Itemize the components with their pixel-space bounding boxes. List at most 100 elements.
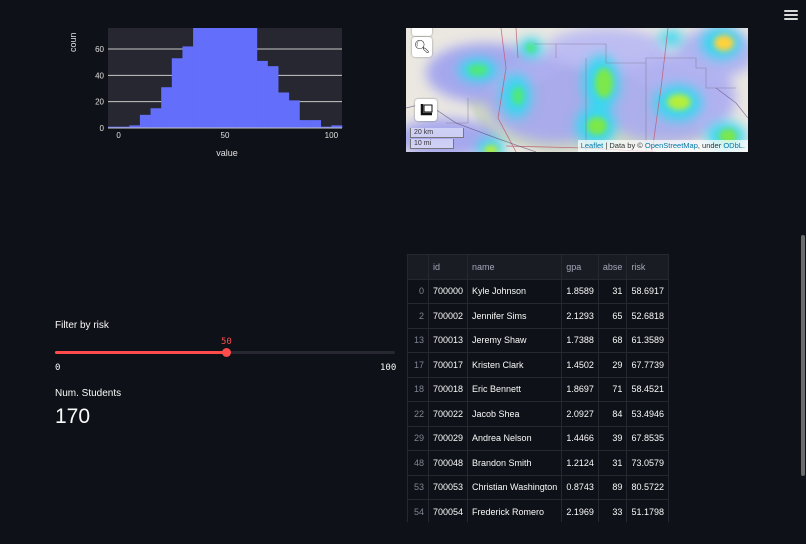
cell-risk[interactable]: 67.8535 xyxy=(626,425,669,451)
map-search-button[interactable]: 🔍︎ xyxy=(412,37,432,57)
column-header-gpa[interactable]: gpa xyxy=(561,254,599,280)
cell-name[interactable]: Christian Washington xyxy=(467,474,563,500)
leaflet-link[interactable]: Leaflet xyxy=(580,141,604,150)
cell-gpa[interactable]: 1.4502 xyxy=(561,352,599,378)
row-index[interactable]: 53 xyxy=(407,474,429,500)
column-header-name[interactable]: name xyxy=(467,254,563,280)
cell-absences[interactable]: 65 xyxy=(597,303,628,329)
table-row[interactable]: 2 700002 Jennifer Sims 2.1293 65 52.6818 xyxy=(407,303,669,329)
histogram-bar[interactable] xyxy=(246,28,258,128)
table-row[interactable]: 0 700000 Kyle Johnson 1.8589 31 58.6917 xyxy=(407,278,669,304)
cell-absences[interactable]: 29 xyxy=(597,352,628,378)
cell-id[interactable]: 700013 xyxy=(427,327,469,353)
column-header-risk[interactable]: risk xyxy=(626,254,669,280)
cell-absences[interactable]: 31 xyxy=(597,450,628,476)
table-row[interactable]: 53 700053 Christian Washington 0.8743 89 80.5… xyxy=(407,474,669,500)
row-index[interactable]: 17 xyxy=(407,352,429,378)
histogram-chart[interactable]: 0 20 40 60 0 50 100 value coun xyxy=(62,22,362,162)
cell-gpa[interactable]: 1.8589 xyxy=(561,278,599,304)
histogram-bar[interactable] xyxy=(267,66,279,128)
main-menu-button[interactable] xyxy=(784,8,798,22)
histogram-bar[interactable] xyxy=(235,28,247,128)
cell-risk[interactable]: 52.6818 xyxy=(626,303,669,329)
cell-name[interactable]: Kyle Johnson xyxy=(467,278,563,304)
fullscreen-button[interactable] xyxy=(415,99,437,121)
histogram-bar[interactable] xyxy=(331,125,343,128)
column-header-id[interactable]: id xyxy=(427,254,469,280)
cell-risk[interactable]: 61.3589 xyxy=(626,327,669,353)
cell-gpa[interactable]: 1.4466 xyxy=(561,425,599,451)
cell-gpa[interactable]: 2.1293 xyxy=(561,303,599,329)
cell-gpa[interactable]: 2.1969 xyxy=(561,499,599,522)
cell-name[interactable]: Jacob Shea xyxy=(467,401,563,427)
histogram-bar[interactable] xyxy=(203,28,215,128)
cell-risk[interactable]: 73.0579 xyxy=(626,450,669,476)
cell-name[interactable]: Eric Bennett xyxy=(467,376,563,402)
odbl-link[interactable]: ODbL. xyxy=(723,141,745,150)
row-index[interactable]: 54 xyxy=(407,499,429,522)
cell-absences[interactable]: 33 xyxy=(597,499,628,522)
table-row[interactable]: 22 700022 Jacob Shea 2.0927 84 53.4946 xyxy=(407,401,669,427)
row-index[interactable]: 13 xyxy=(407,327,429,353)
openstreetmap-link[interactable]: OpenStreetMap xyxy=(644,141,698,150)
cell-name[interactable]: Kristen Clark xyxy=(467,352,563,378)
table-row[interactable]: 17 700017 Kristen Clark 1.4502 29 67.7739 xyxy=(407,352,669,378)
cell-risk[interactable]: 58.4521 xyxy=(626,376,669,402)
row-index[interactable]: 22 xyxy=(407,401,429,427)
histogram-bar[interactable] xyxy=(150,108,162,128)
cell-id[interactable]: 700022 xyxy=(427,401,469,427)
table-row[interactable]: 18 700018 Eric Bennett 1.8697 71 58.4521 xyxy=(407,376,669,402)
histogram-bar[interactable] xyxy=(193,28,205,128)
cell-gpa[interactable]: 1.8697 xyxy=(561,376,599,402)
cell-risk[interactable]: 67.7739 xyxy=(626,352,669,378)
cell-name[interactable]: Jennifer Sims xyxy=(467,303,563,329)
table-row[interactable]: 48 700048 Brandon Smith 1.2124 31 73.0579 xyxy=(407,450,669,476)
row-index[interactable]: 48 xyxy=(407,450,429,476)
column-header-absences[interactable]: abse xyxy=(597,254,628,280)
table-row[interactable]: 29 700029 Andrea Nelson 1.4466 39 67.8535 xyxy=(407,425,669,451)
cell-gpa[interactable]: 1.2124 xyxy=(561,450,599,476)
zoom-search-button[interactable] xyxy=(412,28,432,36)
cell-name[interactable]: Jeremy Shaw xyxy=(467,327,563,353)
histogram-bar[interactable] xyxy=(310,120,322,128)
students-dataframe[interactable]: id name gpa abse risk 0 700000 Kyle Johnso… xyxy=(407,254,669,522)
table-row[interactable]: 13 700013 Jeremy Shaw 1.7388 68 61.3589 xyxy=(407,327,669,353)
cell-gpa[interactable]: 2.0927 xyxy=(561,401,599,427)
cell-absences[interactable]: 39 xyxy=(597,425,628,451)
row-index[interactable]: 0 xyxy=(407,278,429,304)
cell-id[interactable]: 700000 xyxy=(427,278,469,304)
histogram-bar[interactable] xyxy=(256,60,268,128)
histogram-bar[interactable] xyxy=(182,46,194,128)
histogram-bar[interactable] xyxy=(278,92,290,128)
cell-id[interactable]: 700048 xyxy=(427,450,469,476)
page-scrollbar[interactable] xyxy=(801,235,805,476)
cell-absences[interactable]: 84 xyxy=(597,401,628,427)
heatmap-map[interactable]: 🔍︎ 20 km 10 mi Leaflet | Data by © OpenS… xyxy=(406,28,748,152)
row-index[interactable]: 29 xyxy=(407,425,429,451)
cell-absences[interactable]: 71 xyxy=(597,376,628,402)
histogram-bar[interactable] xyxy=(108,126,119,128)
cell-risk[interactable]: 53.4946 xyxy=(626,401,669,427)
cell-id[interactable]: 700002 xyxy=(427,303,469,329)
cell-name[interactable]: Brandon Smith xyxy=(467,450,563,476)
cell-risk[interactable]: 51.1798 xyxy=(626,499,669,522)
cell-absences[interactable]: 89 xyxy=(597,474,628,500)
cell-id[interactable]: 700053 xyxy=(427,474,469,500)
risk-slider-thumb[interactable] xyxy=(222,348,231,357)
cell-absences[interactable]: 68 xyxy=(597,327,628,353)
table-row[interactable]: 54 700054 Frederick Romero 2.1969 33 51.1798 xyxy=(407,499,669,522)
cell-absences[interactable]: 31 xyxy=(597,278,628,304)
cell-risk[interactable]: 58.6917 xyxy=(626,278,669,304)
cell-id[interactable]: 700029 xyxy=(427,425,469,451)
histogram-bar[interactable] xyxy=(299,120,311,128)
cell-gpa[interactable]: 0.8743 xyxy=(561,474,599,500)
column-header-index[interactable] xyxy=(407,254,429,280)
histogram-bar[interactable] xyxy=(171,58,183,129)
cell-id[interactable]: 700054 xyxy=(427,499,469,522)
histogram-bar[interactable] xyxy=(288,100,300,128)
histogram-bar[interactable] xyxy=(320,126,332,128)
row-index[interactable]: 2 xyxy=(407,303,429,329)
cell-risk[interactable]: 80.5722 xyxy=(626,474,669,500)
cell-id[interactable]: 700017 xyxy=(427,352,469,378)
histogram-bar[interactable] xyxy=(139,114,151,128)
